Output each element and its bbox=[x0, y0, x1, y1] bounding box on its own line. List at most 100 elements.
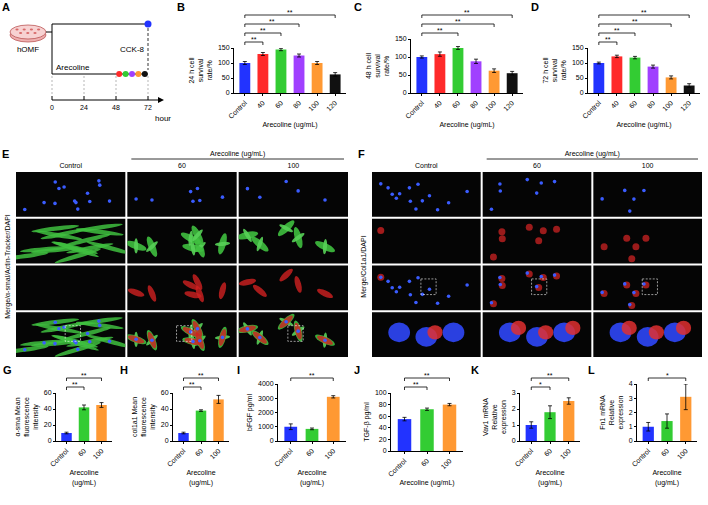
svg-text:100: 100 bbox=[307, 99, 320, 112]
svg-text:2: 2 bbox=[512, 405, 516, 412]
svg-text:60: 60 bbox=[44, 389, 52, 396]
svg-text:72 h cellsurvivalrate/%: 72 h cellsurvivalrate/% bbox=[542, 57, 567, 84]
svg-text:0: 0 bbox=[629, 437, 633, 444]
svg-text:Control: Control bbox=[59, 162, 82, 169]
svg-text:40: 40 bbox=[610, 99, 621, 110]
svg-text:100: 100 bbox=[642, 162, 654, 169]
svg-text:**: ** bbox=[72, 381, 78, 388]
svg-text:50: 50 bbox=[222, 74, 230, 81]
svg-text:60: 60 bbox=[533, 162, 541, 169]
svg-text:50: 50 bbox=[576, 74, 584, 81]
svg-text:Arecoline (ug/mL): Arecoline (ug/mL) bbox=[439, 121, 494, 129]
svg-text:0: 0 bbox=[48, 437, 52, 444]
svg-text:F: F bbox=[358, 148, 365, 160]
svg-text:**: ** bbox=[413, 381, 419, 388]
svg-text:CCK-8: CCK-8 bbox=[120, 45, 145, 54]
svg-text:**: ** bbox=[189, 381, 195, 388]
svg-text:48: 48 bbox=[112, 104, 120, 111]
svg-text:hour: hour bbox=[155, 114, 171, 123]
svg-text:4000: 4000 bbox=[258, 380, 274, 387]
svg-text:Control: Control bbox=[387, 457, 408, 478]
svg-text:150: 150 bbox=[218, 44, 230, 51]
svg-text:80: 80 bbox=[646, 99, 657, 110]
svg-text:80: 80 bbox=[379, 401, 387, 408]
svg-text:Arecoline(ug/mL): Arecoline(ug/mL) bbox=[535, 469, 564, 486]
svg-text:α-sma Meanfluorescenceintensit: α-sma Meanfluorescenceintensity bbox=[14, 397, 40, 437]
svg-text:0: 0 bbox=[580, 89, 584, 96]
svg-text:60: 60 bbox=[305, 447, 316, 458]
svg-text:60: 60 bbox=[420, 457, 431, 468]
svg-text:**: ** bbox=[269, 18, 275, 25]
svg-text:60: 60 bbox=[161, 389, 169, 396]
svg-text:Control: Control bbox=[415, 162, 438, 169]
svg-text:Control: Control bbox=[273, 447, 294, 468]
svg-text:Control: Control bbox=[631, 447, 652, 468]
svg-text:2: 2 bbox=[629, 409, 633, 416]
svg-text:80: 80 bbox=[292, 99, 303, 110]
svg-text:4: 4 bbox=[629, 380, 633, 387]
svg-text:60: 60 bbox=[274, 99, 285, 110]
svg-text:60: 60 bbox=[628, 99, 639, 110]
svg-text:1: 1 bbox=[629, 423, 633, 430]
svg-text:bFGF pg/ml: bFGF pg/ml bbox=[246, 394, 254, 431]
svg-text:Arecoline(ug/mL): Arecoline(ug/mL) bbox=[186, 469, 215, 486]
svg-text:0: 0 bbox=[512, 437, 516, 444]
svg-text:E: E bbox=[2, 148, 9, 160]
svg-text:**: ** bbox=[464, 9, 470, 16]
svg-text:*: * bbox=[666, 372, 669, 379]
svg-text:**: ** bbox=[287, 9, 293, 16]
svg-text:Arecoline (ug/mL): Arecoline (ug/mL) bbox=[399, 479, 454, 487]
svg-text:60: 60 bbox=[379, 413, 387, 420]
svg-text:**: ** bbox=[437, 27, 443, 34]
svg-text:100: 100 bbox=[559, 447, 572, 460]
svg-text:**: ** bbox=[424, 372, 430, 379]
svg-text:60: 60 bbox=[178, 162, 186, 169]
svg-text:3000: 3000 bbox=[258, 395, 274, 402]
svg-text:100: 100 bbox=[661, 99, 674, 112]
svg-text:1000: 1000 bbox=[258, 423, 274, 430]
svg-text:**: ** bbox=[198, 372, 204, 379]
svg-text:40: 40 bbox=[161, 405, 169, 412]
svg-text:40: 40 bbox=[379, 424, 387, 431]
svg-text:**: ** bbox=[641, 9, 647, 16]
svg-text:20: 20 bbox=[379, 436, 387, 443]
svg-text:3: 3 bbox=[512, 389, 516, 396]
svg-text:100: 100 bbox=[287, 162, 299, 169]
svg-text:Arecoline(ug/mL): Arecoline(ug/mL) bbox=[652, 469, 681, 486]
svg-text:Arecoline: Arecoline bbox=[56, 63, 90, 72]
svg-text:100: 100 bbox=[208, 447, 221, 460]
svg-text:100: 100 bbox=[572, 59, 584, 66]
svg-text:**: ** bbox=[81, 372, 87, 379]
svg-text:**: ** bbox=[547, 372, 553, 379]
svg-text:Control: Control bbox=[227, 99, 248, 120]
svg-text:100: 100 bbox=[439, 457, 452, 470]
svg-text:**: ** bbox=[309, 372, 315, 379]
svg-text:0: 0 bbox=[403, 89, 407, 96]
svg-text:48 h cellsurvivalrate/%: 48 h cellsurvivalrate/% bbox=[365, 53, 390, 80]
svg-text:Arecoline (ug/mL): Arecoline (ug/mL) bbox=[565, 150, 620, 158]
svg-text:40: 40 bbox=[256, 99, 267, 110]
svg-text:0: 0 bbox=[226, 89, 230, 96]
svg-text:120: 120 bbox=[502, 99, 515, 112]
svg-text:Control: Control bbox=[404, 99, 425, 120]
svg-text:**: ** bbox=[614, 27, 620, 34]
svg-text:Arecoline (ug/mL): Arecoline (ug/mL) bbox=[210, 150, 265, 158]
svg-text:Arecoline (ug/mL): Arecoline (ug/mL) bbox=[262, 121, 317, 129]
svg-text:Merge/α-smal/Actin-Tracker/DAP: Merge/α-smal/Actin-Tracker/DAPI bbox=[4, 214, 12, 319]
svg-text:24 h cellsurvivalrate/%: 24 h cellsurvivalrate/% bbox=[188, 57, 213, 84]
svg-text:0: 0 bbox=[165, 437, 169, 444]
svg-text:Fn1 mRNARelativeexpression: Fn1 mRNARelativeexpression bbox=[599, 395, 625, 430]
svg-text:60: 60 bbox=[660, 447, 671, 458]
svg-text:40: 40 bbox=[44, 405, 52, 412]
svg-text:100: 100 bbox=[395, 53, 407, 60]
svg-text:0: 0 bbox=[383, 447, 387, 454]
svg-text:*: * bbox=[539, 381, 542, 388]
svg-text:hOMF: hOMF bbox=[17, 45, 39, 54]
svg-text:60: 60 bbox=[194, 447, 205, 458]
svg-text:100: 100 bbox=[91, 447, 104, 460]
svg-text:72: 72 bbox=[144, 104, 152, 111]
svg-text:60: 60 bbox=[451, 99, 462, 110]
svg-text:**: ** bbox=[260, 27, 266, 34]
svg-text:**: ** bbox=[632, 18, 638, 25]
svg-text:150: 150 bbox=[572, 44, 584, 51]
